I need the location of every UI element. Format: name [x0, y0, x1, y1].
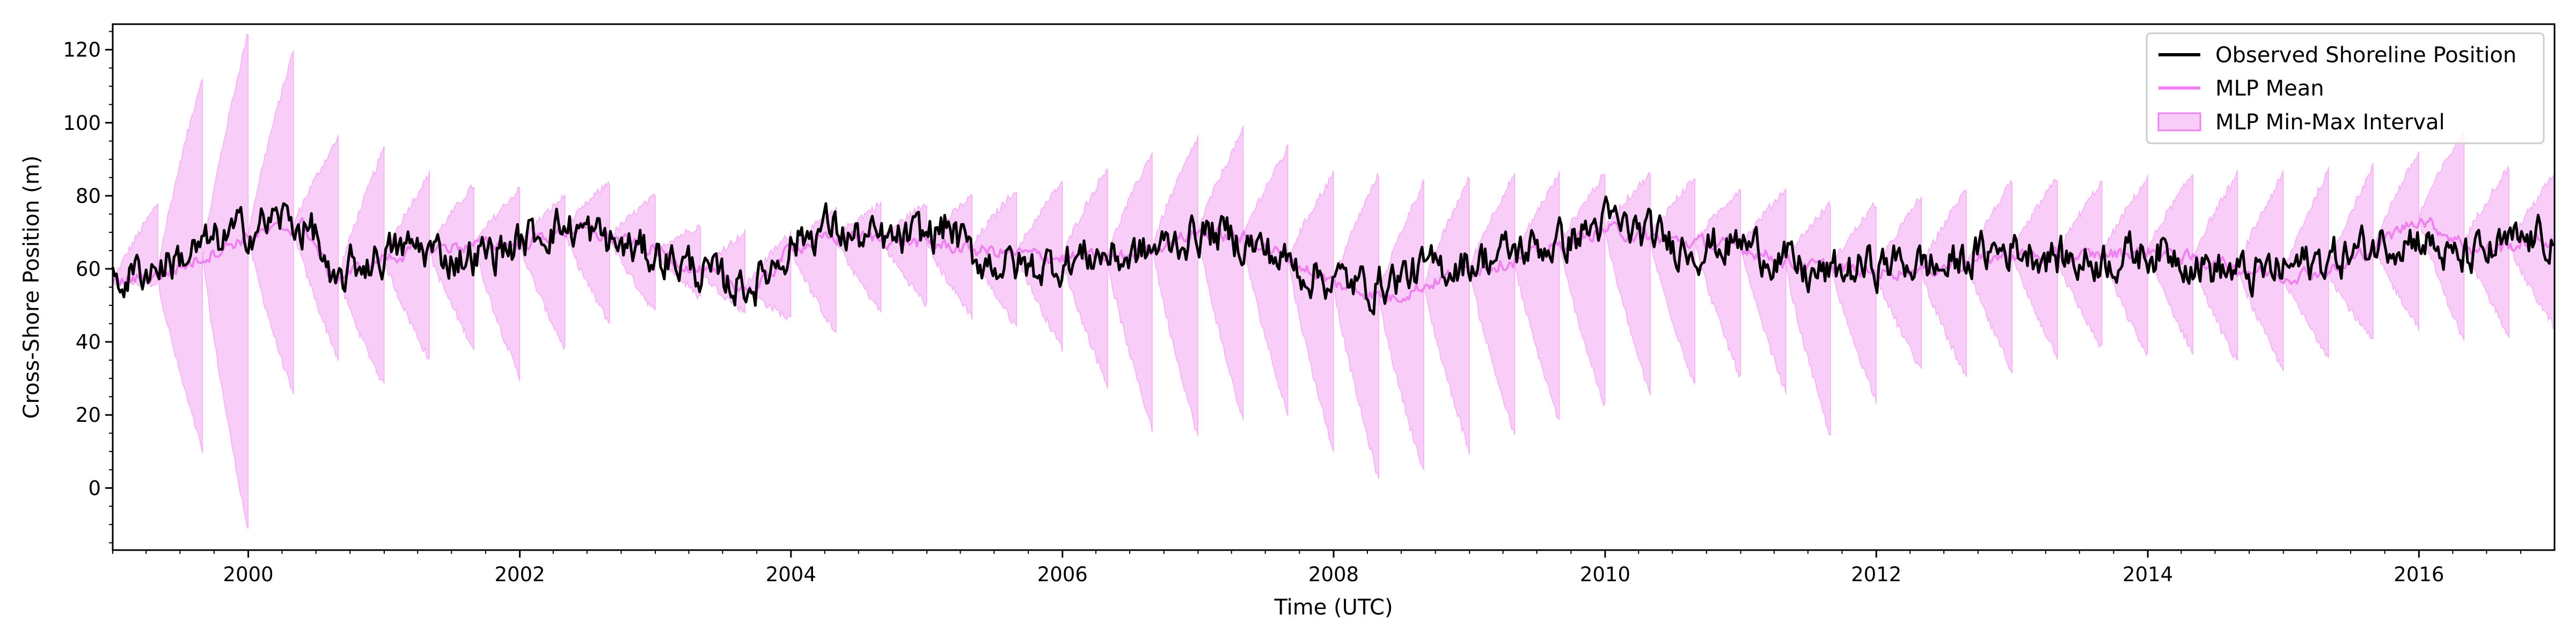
- interval-band-segment: [1197, 126, 1244, 420]
- legend-label-mlp-mean: MLP Mean: [2215, 76, 2324, 101]
- y-tick-label: 120: [63, 39, 101, 62]
- interval-band-segment: [1424, 176, 1470, 455]
- legend: Observed Shoreline Position MLP Mean MLP…: [2146, 32, 2545, 144]
- interval-band-segment: [292, 135, 339, 361]
- x-tick-label: 2014: [2123, 563, 2173, 586]
- legend-swatch-min-max-interval: [2157, 112, 2201, 131]
- interval-band-segment: [1921, 190, 1967, 377]
- x-tick-label: 2016: [2394, 563, 2444, 586]
- legend-label-observed: Observed Shoreline Position: [2215, 43, 2516, 68]
- x-tick-label: 2012: [1851, 563, 1901, 586]
- y-tick-label: 0: [88, 477, 101, 500]
- x-tick-label: 2002: [494, 563, 545, 586]
- x-tick-label: 2008: [1308, 563, 1359, 586]
- legend-box: [2146, 32, 2545, 144]
- interval-band-segment: [2463, 165, 2510, 339]
- interval-band-segment: [1242, 143, 1289, 416]
- interval-band-segment: [2147, 174, 2194, 355]
- interval-band-segment: [655, 224, 701, 301]
- y-tick-label: 20: [76, 404, 101, 427]
- x-tick-label: 2000: [223, 563, 274, 586]
- y-tick-label: 60: [76, 258, 101, 281]
- series-observed-shoreline-line: [111, 195, 2555, 316]
- interval-band-segment: [971, 192, 1018, 328]
- axes-frame: [112, 23, 2556, 551]
- x-tick-label: 2010: [1580, 563, 1630, 586]
- interval-band-segment: [1287, 170, 1334, 452]
- interval-band-segment: [1062, 169, 1108, 389]
- interval-band-segment: [1107, 152, 1153, 433]
- interval-band-segment: [1333, 172, 1380, 479]
- interval-band-segment: [474, 186, 521, 382]
- y-axis-label: Cross-Shore Position (m): [19, 156, 44, 419]
- interval-band-segment: [881, 203, 927, 308]
- legend-label-min-max-interval: MLP Min-Max Interval: [2215, 110, 2445, 135]
- y-tick-label: 40: [76, 331, 101, 354]
- plot-area: [111, 34, 2555, 529]
- interval-band-segment: [1784, 200, 1831, 436]
- x-tick-label: 2006: [1037, 563, 1088, 586]
- interval-band-segment: [1152, 135, 1198, 436]
- interval-band-segment: [1966, 179, 2013, 374]
- x-axis-label: Time (UTC): [1274, 595, 1393, 620]
- y-tick-label: 80: [76, 185, 101, 208]
- interval-band-segment: [1876, 196, 1922, 369]
- interval-band-segment: [1378, 178, 1424, 470]
- x-tick-label: 2004: [766, 563, 816, 586]
- interval-band-segment: [1830, 201, 1877, 405]
- y-tick-label: 100: [63, 112, 101, 135]
- y-axis: 0 20 40 60 80 100 120: [63, 31, 113, 544]
- interval-band-segment: [384, 170, 430, 361]
- interval-band-segment: [202, 34, 249, 529]
- interval-band-segment: [1513, 171, 1560, 420]
